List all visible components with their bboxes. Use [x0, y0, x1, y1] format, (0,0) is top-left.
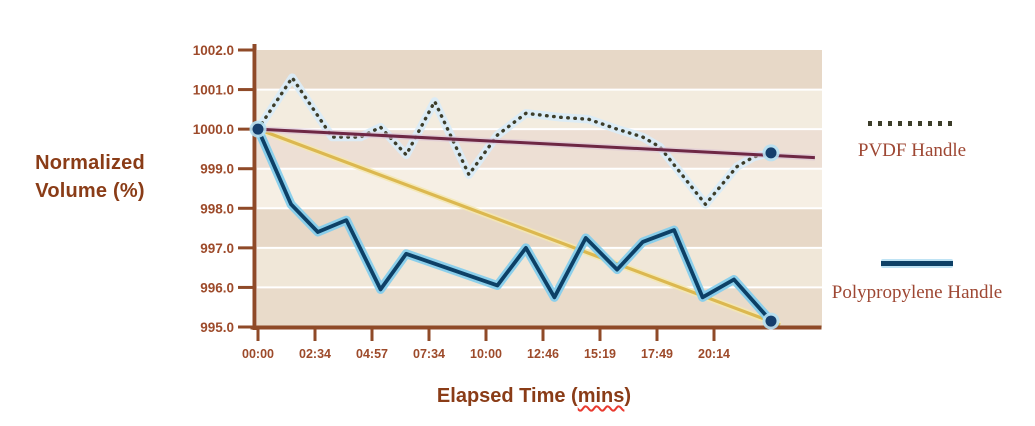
legend-item-polypropylene: Polypropylene Handle — [812, 259, 1022, 304]
x-axis-tick — [427, 329, 431, 341]
y-axis-tick-label: 1002.0 — [193, 43, 234, 58]
y-axis-tick — [238, 206, 254, 210]
polypropylene-trendline — [257, 127, 781, 327]
x-axis-title-prefix: Elapsed Time ( — [436, 385, 578, 407]
y-axis-tick-label: 995.0 — [200, 320, 234, 335]
x-axis-tick — [712, 329, 716, 341]
pvdf-trendline — [257, 127, 815, 160]
x-axis-tick — [541, 329, 545, 341]
y-axis-tick-label: 996.0 — [200, 280, 234, 295]
x-axis-title: Elapsed Time (mins) — [369, 385, 699, 408]
y-axis-tick-label: 1000.0 — [193, 122, 234, 137]
y-axis-tick — [238, 325, 254, 329]
x-axis-tick-label: 00:00 — [242, 347, 274, 361]
y-axis-tick-label: 1001.0 — [193, 83, 234, 98]
x-axis-tick — [598, 329, 602, 341]
data-point-marker — [765, 147, 777, 159]
legend-item-pvdf: PVDF Handle — [812, 121, 1012, 162]
legend-label-polypropylene: Polypropylene Handle — [831, 282, 1003, 303]
plot-band — [257, 89, 822, 130]
y-axis-tick — [238, 88, 254, 92]
x-axis-tick — [370, 329, 374, 341]
plot-band — [257, 168, 822, 209]
polypropylene-solid-line-swatch — [881, 259, 953, 268]
y-axis-title-line1: Normalized — [35, 152, 145, 174]
y-axis-title: Normalized Volume (%) — [6, 149, 174, 205]
y-axis-line — [252, 44, 257, 330]
x-axis-tick-label: 20:14 — [698, 347, 730, 361]
x-axis-tick-label: 12:46 — [527, 347, 559, 361]
x-axis-tick-label: 07:34 — [413, 347, 445, 361]
x-axis-tick-label: 04:57 — [356, 347, 388, 361]
y-axis-tick-label: 999.0 — [200, 162, 234, 177]
data-point-marker — [252, 123, 264, 135]
x-axis-tick-label: 10:00 — [470, 347, 502, 361]
x-axis-tick-label: 15:19 — [584, 347, 616, 361]
y-axis-tick — [238, 127, 254, 131]
y-axis-tick — [238, 48, 254, 52]
y-axis-tick — [238, 246, 254, 250]
data-point-marker — [765, 315, 777, 327]
x-axis-tick-label: 02:34 — [299, 347, 331, 361]
x-axis-title-misspelled-word: mins — [577, 385, 625, 407]
x-axis-tick — [484, 329, 488, 341]
x-axis-tick — [313, 329, 317, 341]
plot-band — [257, 50, 822, 91]
polypropylene-series-line — [256, 128, 773, 323]
legend-label-pvdf: PVDF Handle — [857, 140, 967, 161]
y-axis-tick — [238, 285, 254, 289]
y-axis-tick-label: 997.0 — [200, 241, 234, 256]
x-axis-tick — [256, 329, 260, 341]
y-axis-title-line2: Volume (%) — [35, 180, 145, 202]
x-axis-line — [250, 325, 822, 330]
x-axis-tick — [655, 329, 659, 341]
pvdf-dotted-line-swatch — [868, 121, 956, 126]
y-axis-tick-label: 998.0 — [200, 201, 234, 216]
plot-band — [257, 208, 822, 249]
y-axis-tick — [238, 167, 254, 171]
x-axis-title-suffix: ) — [624, 385, 632, 407]
x-axis-tick-label: 17:49 — [641, 347, 673, 361]
